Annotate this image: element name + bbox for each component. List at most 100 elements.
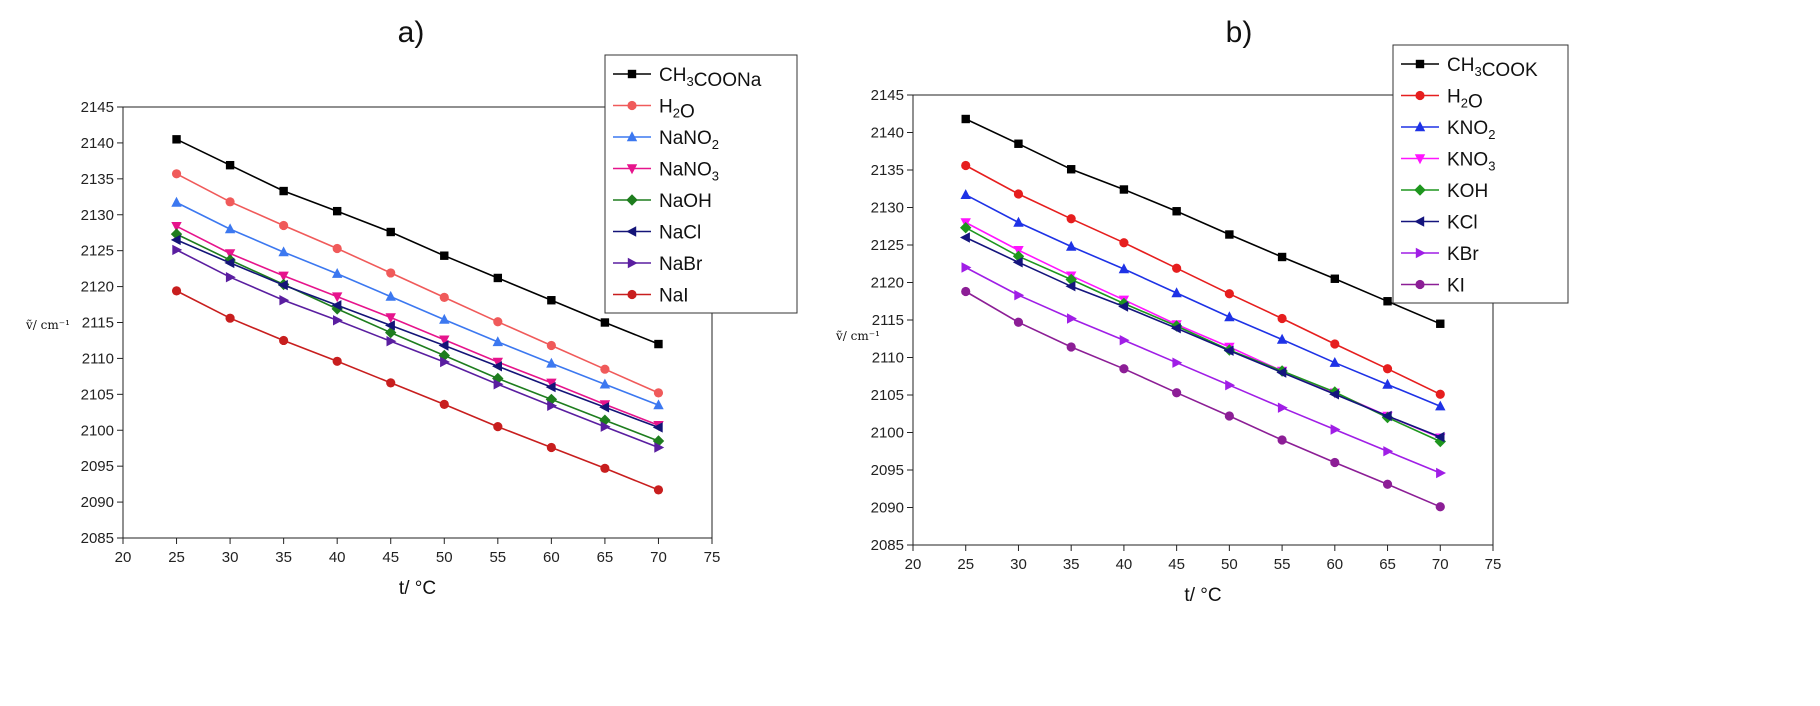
legend-marker bbox=[1415, 247, 1426, 259]
data-point bbox=[546, 357, 557, 368]
data-point bbox=[1014, 290, 1025, 301]
series-0 bbox=[961, 114, 1445, 328]
data-point bbox=[654, 339, 663, 349]
series-6 bbox=[961, 262, 1446, 479]
data-point bbox=[1172, 357, 1183, 368]
data-point bbox=[1330, 274, 1340, 283]
legend-marker bbox=[627, 257, 638, 269]
legend: CH3COONa H2O NaNO2 NaNO3 NaOH NaCl NaBr NaI bbox=[604, 54, 798, 314]
data-point bbox=[279, 335, 289, 346]
data-point bbox=[1013, 317, 1024, 327]
legend-marker bbox=[1415, 279, 1425, 290]
legend-marker bbox=[1414, 154, 1426, 165]
legend-label: H2O bbox=[659, 97, 695, 123]
series-7 bbox=[961, 286, 1445, 512]
data-point bbox=[1172, 207, 1181, 216]
y-axis-label: ṽ/ cm⁻¹ bbox=[835, 329, 880, 343]
y-tick-label: 2100 bbox=[871, 425, 904, 442]
data-point bbox=[599, 414, 611, 426]
data-point bbox=[493, 422, 503, 432]
data-point bbox=[545, 381, 556, 393]
x-tick-label: 20 bbox=[905, 556, 922, 573]
data-point bbox=[224, 257, 235, 269]
series-line bbox=[176, 225, 659, 426]
legend-marker bbox=[1415, 59, 1425, 69]
data-point bbox=[440, 356, 450, 368]
x-tick-label: 70 bbox=[1432, 556, 1449, 573]
y-axis-label: ṽ/ cm⁻¹ bbox=[25, 318, 70, 332]
data-point bbox=[1276, 367, 1287, 378]
y-tick-label: 2110 bbox=[82, 350, 114, 367]
data-point bbox=[961, 114, 970, 124]
data-point bbox=[279, 295, 290, 306]
data-point bbox=[332, 206, 342, 216]
data-point bbox=[1436, 467, 1446, 479]
legend-box bbox=[604, 54, 798, 314]
data-point bbox=[1382, 364, 1393, 374]
legend-marker bbox=[627, 69, 637, 79]
data-point bbox=[386, 227, 395, 237]
panel-title: a) bbox=[398, 16, 425, 49]
series-line bbox=[176, 239, 659, 429]
x-tick-label: 75 bbox=[704, 549, 721, 566]
panel-title: b) bbox=[1226, 16, 1253, 49]
data-point bbox=[225, 160, 235, 170]
data-point bbox=[1224, 311, 1235, 322]
y-tick-label: 2095 bbox=[81, 458, 114, 475]
data-point bbox=[1012, 257, 1023, 268]
x-tick-label: 40 bbox=[329, 549, 346, 566]
series-6 bbox=[172, 244, 665, 453]
data-point bbox=[1066, 240, 1077, 251]
data-point bbox=[599, 378, 611, 389]
chart-panel-a: a) 20 25 30 35 40 45 50 55 60 65 70 75 2085 2090 2095 21… bbox=[25, 16, 798, 599]
data-point bbox=[225, 197, 235, 207]
series-2 bbox=[960, 189, 1446, 411]
legend-marker bbox=[626, 164, 638, 175]
y-tick-label: 2130 bbox=[871, 200, 904, 217]
series-1 bbox=[961, 160, 1445, 399]
data-point bbox=[653, 485, 664, 495]
data-point bbox=[1435, 400, 1446, 411]
legend-label: NaOH bbox=[659, 191, 712, 212]
data-point bbox=[600, 463, 610, 473]
data-point bbox=[653, 388, 664, 398]
data-point bbox=[1119, 335, 1130, 346]
x-tick-label: 50 bbox=[436, 549, 453, 566]
series-line bbox=[176, 290, 659, 491]
y-tick-label: 2125 bbox=[871, 237, 904, 254]
data-point bbox=[1435, 389, 1445, 399]
legend-label: CH3COOK bbox=[1447, 55, 1538, 81]
y-tick-label: 2135 bbox=[871, 162, 904, 179]
data-point bbox=[1434, 431, 1445, 443]
data-point bbox=[332, 292, 343, 303]
y-tick-label: 2100 bbox=[81, 422, 114, 439]
data-point bbox=[1066, 214, 1076, 224]
chart-panel-b: b) 20 25 30 35 40 45 50 55 60 65 70 75 2085 2090 2095 21… bbox=[835, 16, 1569, 606]
data-point bbox=[1066, 342, 1076, 352]
data-point bbox=[1013, 216, 1024, 227]
data-point bbox=[1276, 333, 1288, 344]
data-point bbox=[652, 422, 663, 433]
data-point bbox=[546, 442, 556, 453]
data-point bbox=[1329, 389, 1339, 400]
series-line bbox=[965, 118, 1441, 325]
series-line bbox=[176, 173, 659, 394]
x-tick-label: 35 bbox=[1063, 556, 1080, 573]
data-point bbox=[1171, 287, 1182, 298]
data-point bbox=[1381, 410, 1392, 422]
data-point bbox=[546, 340, 556, 351]
x-tick-label: 25 bbox=[957, 556, 974, 573]
data-point bbox=[546, 378, 557, 389]
data-point bbox=[547, 296, 556, 305]
data-point bbox=[1277, 435, 1287, 445]
x-tick-label: 50 bbox=[1221, 556, 1238, 573]
series-line bbox=[176, 138, 659, 345]
y-tick-label: 2090 bbox=[871, 500, 904, 517]
series-1 bbox=[171, 169, 664, 398]
data-point bbox=[654, 442, 665, 453]
y-tick-label: 2090 bbox=[81, 494, 114, 511]
y-tick-label: 2130 bbox=[81, 207, 114, 224]
data-point bbox=[386, 378, 396, 388]
data-point bbox=[1436, 319, 1445, 328]
